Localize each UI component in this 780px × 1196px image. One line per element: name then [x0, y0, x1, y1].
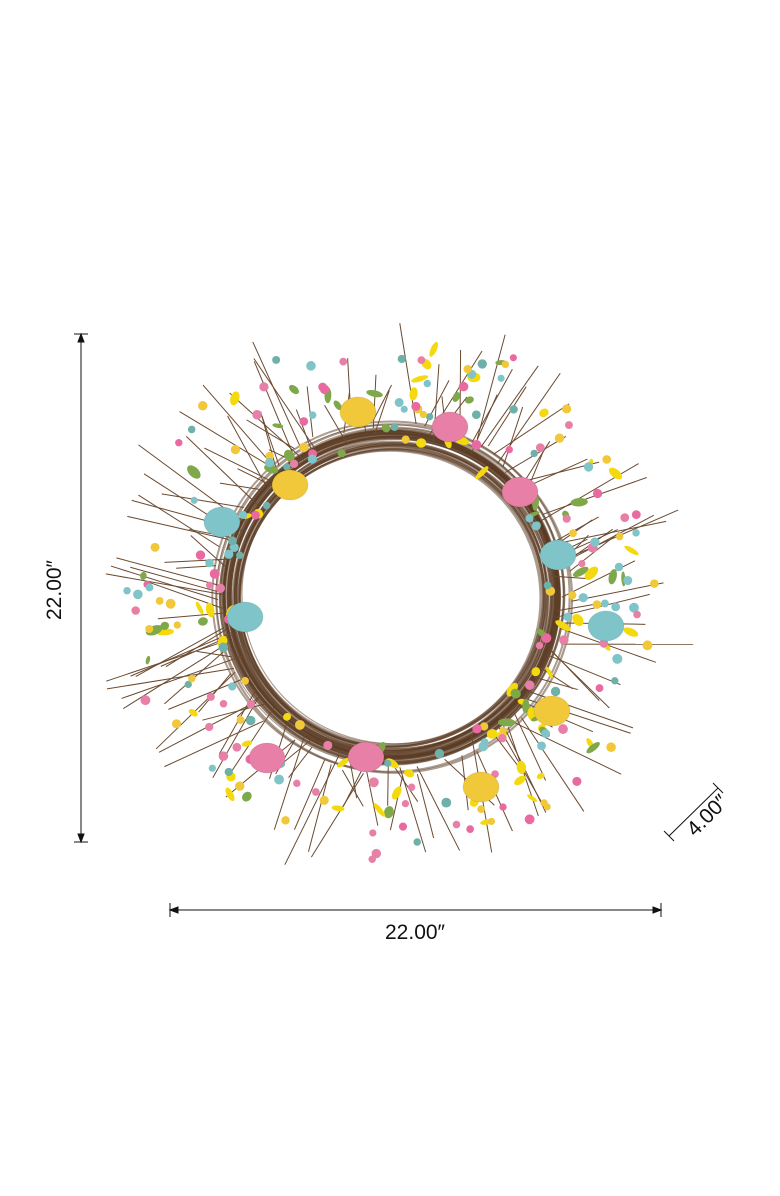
depth-dimension-line: [663, 782, 724, 842]
width-label: 22.00″: [385, 921, 445, 944]
egg: [226, 601, 264, 633]
egg: [533, 695, 571, 727]
egg: [431, 411, 469, 443]
height-dimension-line: [74, 332, 88, 844]
egg: [539, 539, 577, 571]
egg: [501, 476, 539, 508]
egg: [462, 771, 500, 803]
egg: [347, 741, 385, 773]
egg: [339, 396, 377, 428]
egg: [271, 469, 309, 501]
width-dimension-line: [168, 903, 663, 917]
height-label: 22.00″: [43, 560, 66, 620]
egg: [587, 610, 625, 642]
wreath-image: [105, 323, 694, 865]
egg: [203, 506, 241, 538]
egg: [248, 742, 286, 774]
